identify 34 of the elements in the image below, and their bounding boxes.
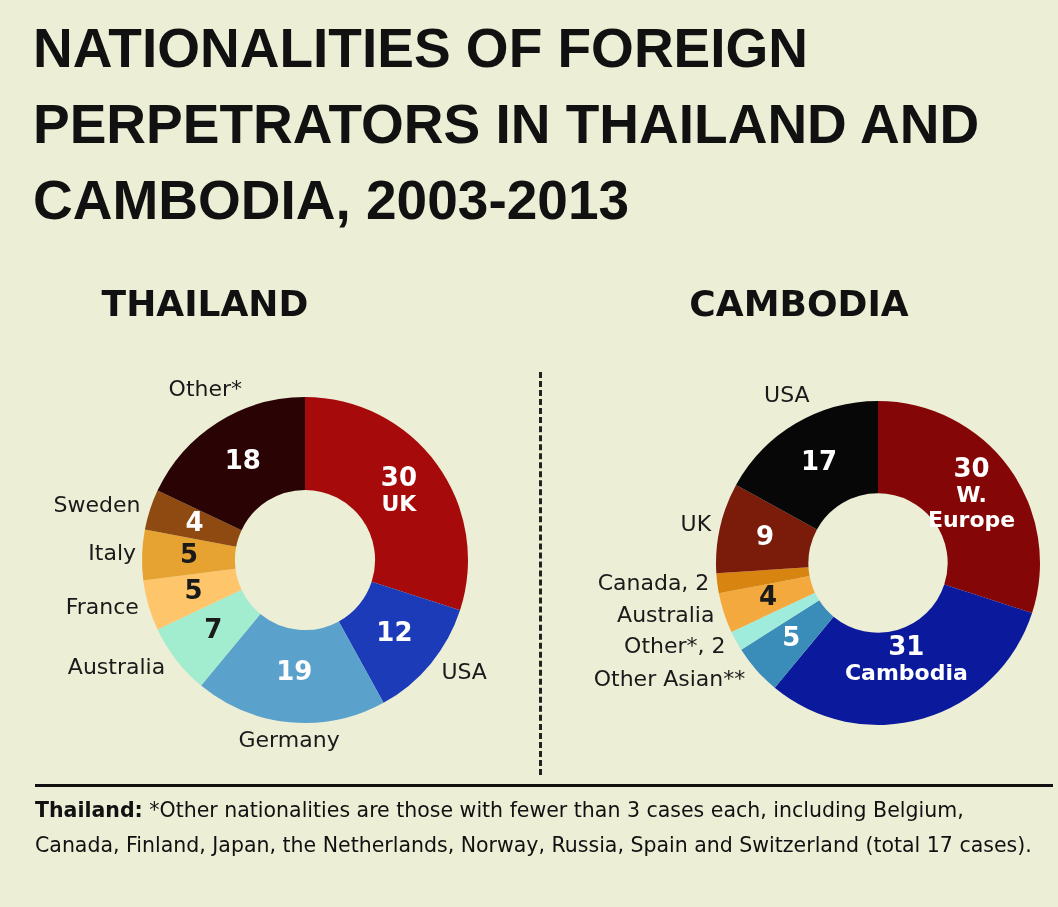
data-label: 19 <box>276 656 313 687</box>
slice-label: USA <box>441 658 487 684</box>
slice-label: USA <box>764 381 810 407</box>
data-label: 12 <box>376 616 413 647</box>
slice-label: Germany <box>238 726 340 752</box>
slice-label: Italy <box>88 540 137 566</box>
slice-label: Australia <box>617 601 715 627</box>
slice-label: France <box>65 593 139 619</box>
chart-title: NATIONALITIES OF FOREIGN PERPETRATORS IN THAILAND AND CAMBODIA, 2003-2013 <box>33 16 981 233</box>
slice-label: W. Europe <box>927 482 1016 533</box>
text: Thailand: *Other nationalities are those with fewer than 3 cases each, including Belgium, Canada, Finland, Japan, the Netherlands, Norway, Russia, Spain and Switzerland (total 17 cases). <box>35 797 1033 859</box>
slice-label: Australia <box>67 654 166 680</box>
data-label: 5 <box>179 539 199 570</box>
slice-label: Other*, 2 <box>624 632 726 658</box>
slice-label: UK <box>381 491 418 517</box>
data-label: 5 <box>782 622 801 653</box>
data-label: 30 <box>380 462 418 493</box>
data-label: 30 <box>953 452 990 483</box>
data-label: 4 <box>185 506 204 537</box>
data-label: 31 <box>888 630 925 661</box>
data-label: 7 <box>204 613 223 644</box>
data-label: 5 <box>184 575 203 606</box>
slice-label: Sweden <box>53 492 141 518</box>
chart-subtitle: CAMBODIA <box>689 282 909 326</box>
slice-label: Other Asian** <box>593 665 746 691</box>
data-label: 18 <box>224 444 261 475</box>
slice-label: UK <box>680 511 712 537</box>
slice-label: Canada, 2 <box>597 570 710 596</box>
data-label: 4 <box>758 581 778 612</box>
slice-label: Cambodia <box>844 660 968 686</box>
data-label: 17 <box>801 446 838 477</box>
data-label: 9 <box>756 520 775 551</box>
chart-subtitle: THAILAND <box>101 282 309 326</box>
slice-label: Other* <box>168 375 243 401</box>
